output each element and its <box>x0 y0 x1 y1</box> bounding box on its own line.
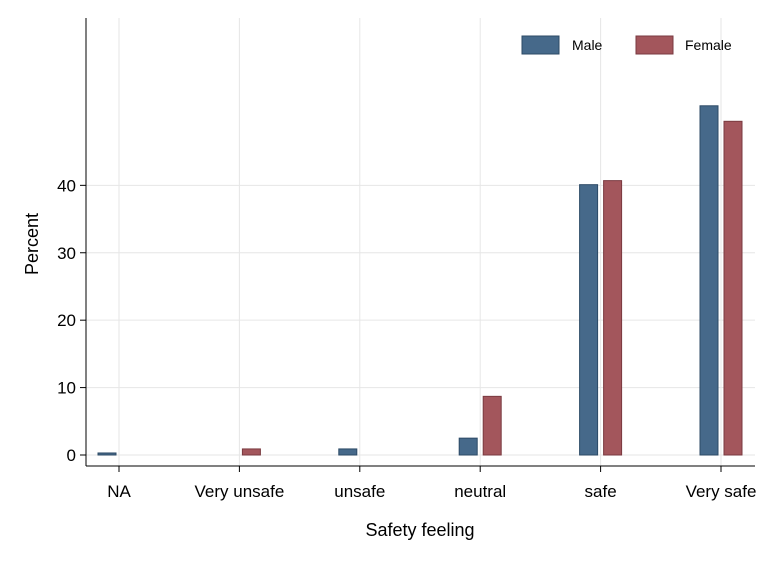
axis-layer: 0 10 20 30 40 NA Very unsafe unsafe neutral safe V… <box>57 18 756 501</box>
x-tick-label: Very safe <box>686 482 757 501</box>
x-tick-label: safe <box>585 482 617 501</box>
y-tick-label: 0 <box>67 446 76 465</box>
bar-female-safe <box>603 180 623 456</box>
bar-male-na <box>97 452 117 456</box>
legend: Male Female <box>521 35 732 55</box>
y-axis-title: Percent <box>22 213 42 275</box>
x-tick-label: unsafe <box>334 482 385 501</box>
x-axis-title: Safety feeling <box>365 520 474 540</box>
y-tick-label: 20 <box>57 311 76 330</box>
legend-swatch-female <box>635 35 674 55</box>
bar-female-very-safe <box>723 120 743 456</box>
bar-male-very-safe <box>699 105 719 456</box>
bar-female-neutral <box>482 395 502 456</box>
x-tick-label: neutral <box>454 482 506 501</box>
legend-label-male: Male <box>572 37 603 53</box>
y-tick-label: 30 <box>57 244 76 263</box>
bar-layer <box>97 105 743 456</box>
legend-label-female: Female <box>685 37 732 53</box>
legend-swatch-male <box>521 35 560 55</box>
y-tick-label: 10 <box>57 379 76 398</box>
bar-female-very-unsafe <box>241 448 261 456</box>
bar-male-neutral <box>458 437 478 456</box>
grid-layer <box>86 18 755 466</box>
x-tick-label: Very unsafe <box>195 482 285 501</box>
bar-male-unsafe <box>338 448 358 456</box>
y-tick-label: 40 <box>57 176 76 195</box>
x-tick-label: NA <box>107 482 131 501</box>
bar-male-safe <box>579 184 599 456</box>
